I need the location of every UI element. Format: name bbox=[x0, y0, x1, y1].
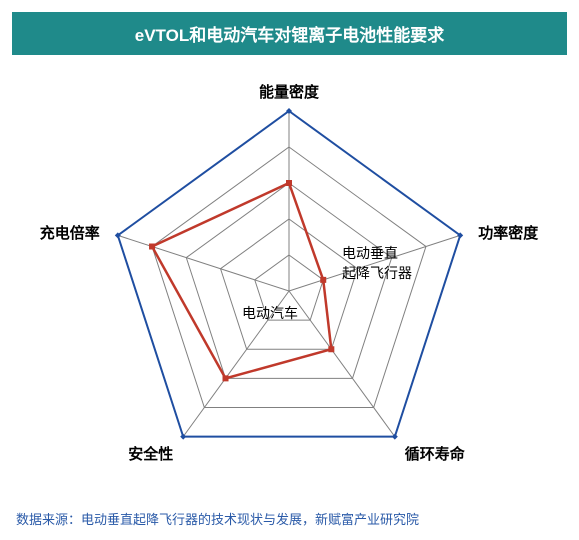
radar-chart: 能量密度功率密度循环寿命 安全性 充电倍率电动垂直起降飞行器电动汽车 bbox=[12, 63, 567, 503]
axis-label-1: 功率密度 bbox=[478, 222, 538, 243]
axis-label-4: 充电倍率 bbox=[40, 222, 100, 243]
legend-0: 电动垂直起降飞行器 bbox=[342, 243, 412, 283]
axis-label-3: 安全性 bbox=[128, 443, 173, 464]
radar-svg bbox=[12, 63, 567, 503]
legend-1: 电动汽车 bbox=[242, 303, 298, 323]
axis-label-2: 循环寿命 bbox=[405, 443, 465, 464]
chart-title: eVTOL和电动汽车对锂离子电池性能要求 bbox=[12, 12, 567, 55]
axis-label-0: 能量密度 bbox=[249, 81, 329, 102]
data-source: 数据来源：电动垂直起降飞行器的技术现状与发展，新赋富产业研究院 bbox=[12, 509, 567, 528]
